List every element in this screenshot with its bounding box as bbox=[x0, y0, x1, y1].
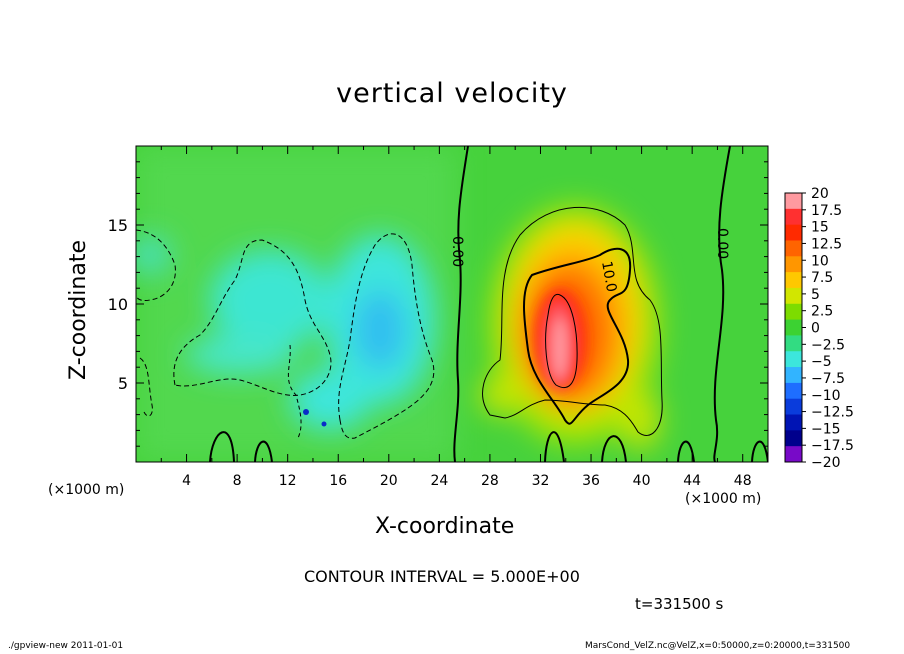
colorbar-segment bbox=[785, 335, 802, 352]
zero-contour-west bbox=[453, 146, 469, 462]
x-tick-label: 44 bbox=[683, 473, 701, 489]
y-tick-label: 5 bbox=[118, 374, 128, 393]
y-tick-label: 15 bbox=[108, 216, 128, 235]
contour-interval-label: CONTOUR INTERVAL = 5.000E+00 bbox=[304, 567, 580, 586]
x-tick-label: 32 bbox=[532, 473, 550, 489]
heatmap-field bbox=[136, 146, 768, 462]
colorbar-label: −12.5 bbox=[811, 405, 854, 421]
colorbar-segment bbox=[785, 319, 802, 336]
updraft-core bbox=[535, 290, 585, 390]
colorbar-label: 0 bbox=[811, 321, 820, 337]
y-tick-label: 10 bbox=[108, 295, 128, 314]
x-tick-label: 24 bbox=[430, 473, 448, 489]
colorbar-label: −2.5 bbox=[811, 337, 845, 353]
zero-contour-bump bbox=[751, 440, 768, 462]
colorbar-segment bbox=[785, 303, 802, 321]
negative-contour-edge bbox=[139, 357, 153, 417]
x-tick-label: 12 bbox=[279, 473, 297, 489]
time-label: t=331500 s bbox=[635, 595, 724, 613]
zero-contour-bump bbox=[209, 431, 235, 462]
contour-15 bbox=[545, 293, 578, 389]
chart-title: vertical velocity bbox=[336, 78, 568, 109]
colorbar-label: 10 bbox=[811, 253, 829, 269]
colorbar-label: −5 bbox=[811, 354, 832, 370]
colorbar-label: −7.5 bbox=[811, 371, 845, 387]
colorbar: 2017.51512.5107.552.50−2.5−5−7.5−10−12.5… bbox=[784, 186, 854, 471]
downdraft-region bbox=[136, 235, 435, 430]
strong-downdraft-point bbox=[321, 421, 327, 427]
footer-source: MarsCond_VelZ.nc@VelZ,x=0:50000,z=0:2000… bbox=[585, 641, 851, 651]
contour-label: 0.00 bbox=[714, 228, 730, 259]
colorbar-label: 20 bbox=[811, 186, 829, 202]
zero-contour-bump bbox=[254, 440, 273, 462]
contour-5 bbox=[482, 206, 663, 436]
zero-contour-east bbox=[713, 146, 731, 462]
colorbar-segment bbox=[785, 240, 802, 257]
contour-label-group: 0.00 10.0 0.00 bbox=[449, 228, 730, 293]
x-tick-label: 20 bbox=[380, 473, 398, 489]
x-tick-label: 8 bbox=[233, 473, 242, 489]
colorbar-segment bbox=[785, 208, 802, 226]
x-tick-label: 16 bbox=[329, 473, 347, 489]
zero-contour-bump bbox=[601, 435, 627, 462]
x-axis: 4 8 12 16 20 24 28 32 36 40 44 48 bbox=[160, 146, 752, 489]
colorbar-segment bbox=[785, 193, 802, 210]
x-tick-label: 4 bbox=[182, 473, 191, 489]
x-tick-label: 48 bbox=[734, 473, 752, 489]
colorbar-segment bbox=[785, 382, 802, 400]
colorbar-label: 5 bbox=[811, 287, 820, 303]
x-tick-label: 40 bbox=[633, 473, 651, 489]
colorbar-segment bbox=[785, 256, 802, 273]
x-unit-label-right: (×1000 m) bbox=[685, 491, 762, 507]
strong-downdraft-point bbox=[303, 409, 309, 415]
zero-contour-bump bbox=[677, 440, 695, 462]
zero-contour-bump bbox=[544, 431, 565, 462]
negative-contour-edge bbox=[136, 229, 176, 301]
colorbar-label: 17.5 bbox=[811, 203, 842, 219]
colorbar-label: −17.5 bbox=[811, 438, 854, 454]
colorbar-segment bbox=[785, 351, 802, 368]
colorbar-segment bbox=[785, 430, 802, 447]
x-unit-label-left: (×1000 m) bbox=[48, 482, 125, 498]
colorbar-segment bbox=[785, 398, 802, 416]
colorbar-segment bbox=[785, 446, 802, 463]
contour-10 bbox=[523, 247, 632, 425]
x-axis-label: X-coordinate bbox=[375, 514, 515, 539]
contour-label: 0.00 bbox=[449, 236, 465, 267]
colorbar-label: 7.5 bbox=[811, 270, 833, 286]
x-tick-label: 36 bbox=[582, 473, 600, 489]
contour-label: 10.0 bbox=[598, 260, 619, 293]
contour-lines bbox=[136, 146, 768, 462]
y-axis: 5 10 15 bbox=[108, 161, 768, 447]
colorbar-segment bbox=[785, 272, 802, 289]
footer-command: ./gpview-new 2011-01-01 bbox=[8, 641, 124, 651]
colorbar-label: 2.5 bbox=[811, 304, 833, 320]
x-tick-label: 28 bbox=[481, 473, 499, 489]
colorbar-label: −10 bbox=[811, 388, 841, 404]
colorbar-segment bbox=[785, 414, 802, 431]
colorbar-label: −15 bbox=[811, 421, 841, 437]
colorbar-segment bbox=[785, 224, 802, 241]
colorbar-segment bbox=[785, 287, 802, 305]
colorbar-label: 12.5 bbox=[811, 236, 842, 252]
colorbar-segment bbox=[785, 367, 802, 384]
colorbar-label: −20 bbox=[811, 455, 841, 471]
negative-contour-east bbox=[338, 233, 435, 439]
negative-contour-small bbox=[287, 344, 302, 439]
negative-contour-west bbox=[173, 239, 332, 396]
colorbar-label: 15 bbox=[811, 220, 829, 236]
